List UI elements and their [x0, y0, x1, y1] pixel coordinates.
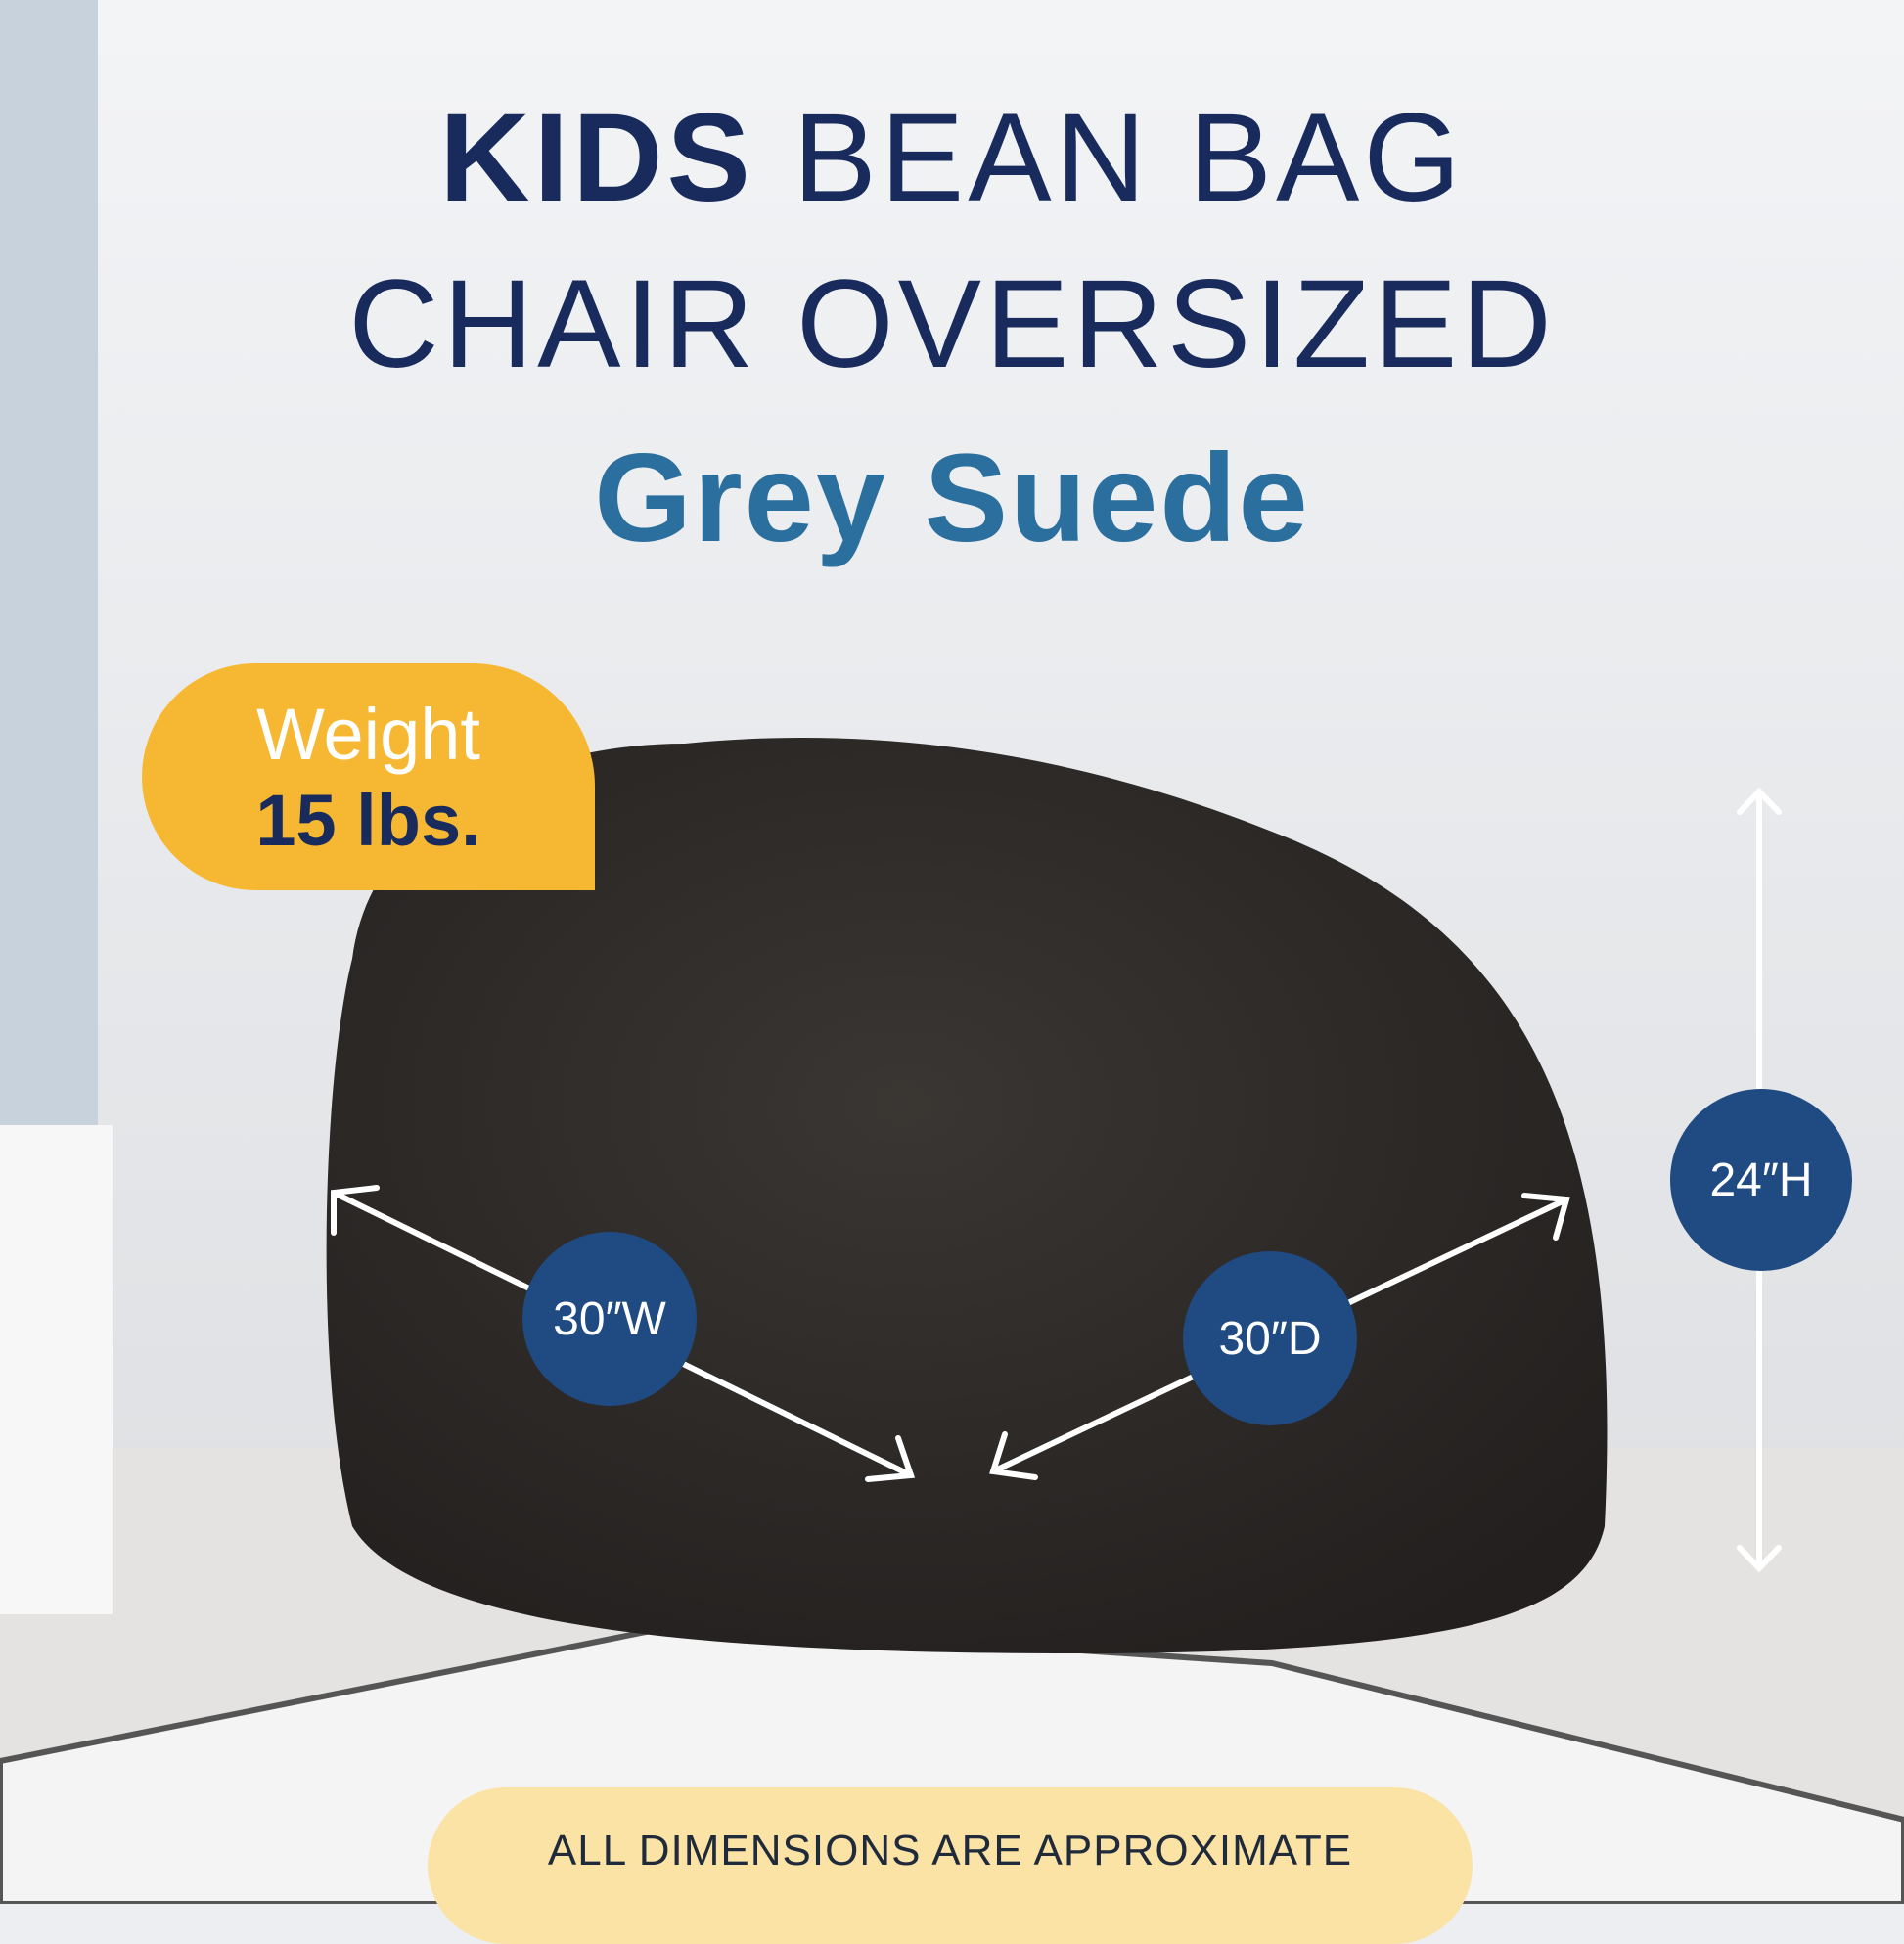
subtitle-color: Grey Suede — [594, 429, 1310, 568]
title-bold: KIDS — [439, 88, 754, 228]
title-line-1: KIDS BEAN BAG — [0, 86, 1904, 230]
width-badge: 30″W — [522, 1232, 697, 1406]
weight-label: Weight — [256, 694, 480, 775]
weight-badge: Weight 15 lbs. — [142, 663, 595, 890]
side-table — [0, 1125, 113, 1614]
height-badge: 24″H — [1670, 1089, 1852, 1271]
curtain — [0, 0, 98, 1154]
dimensions-note: ALL DIMENSIONS ARE APPROXIMATE — [428, 1787, 1473, 1944]
title-line-2: CHAIR OVERSIZED — [348, 254, 1556, 394]
note-text: ALL DIMENSIONS ARE APPROXIMATE — [547, 1827, 1353, 1875]
title-rest: BEAN BAG — [753, 88, 1465, 228]
weight-value: 15 lbs. — [255, 780, 481, 861]
bean-bag — [326, 738, 1608, 1653]
depth-badge: 30″D — [1183, 1251, 1357, 1425]
